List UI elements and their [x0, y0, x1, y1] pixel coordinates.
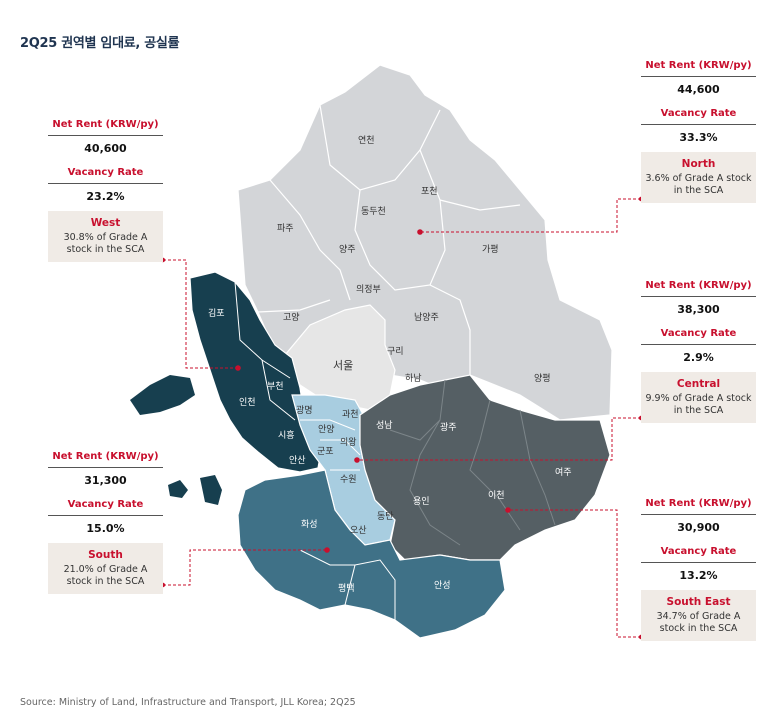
- region-share: 30.8% of Grade A stock in the SCA: [63, 232, 148, 255]
- region-box: South East 34.7% of Grade A stock in the…: [641, 590, 756, 641]
- region-box: South 21.0% of Grade A stock in the SCA: [48, 543, 163, 594]
- district-yangpyeong: 양평: [534, 373, 551, 384]
- region-name: Central: [676, 378, 721, 390]
- district-paju: 파주: [277, 223, 294, 234]
- marker-central: [354, 457, 360, 463]
- district-uijeongbu: 의정부: [356, 284, 381, 295]
- district-ansan: 안산: [289, 455, 306, 466]
- rent-value: 38,300: [677, 303, 720, 316]
- vacancy-value: 2.9%: [683, 351, 714, 364]
- region-name: West: [90, 217, 121, 229]
- vacancy-label: Vacancy Rate: [641, 542, 756, 563]
- rent-label: Net Rent (KRW/py): [641, 276, 756, 297]
- region-name: North: [681, 158, 716, 170]
- district-yeoncheon: 연천: [358, 135, 375, 146]
- district-seongnam: 성남: [376, 420, 393, 431]
- district-anseong: 안성: [434, 580, 451, 591]
- west-region: [189, 271, 323, 473]
- district-guri: 구리: [387, 346, 404, 357]
- south-region: [237, 469, 506, 639]
- district-yongin: 용인: [413, 496, 430, 507]
- district-yeoju: 여주: [555, 466, 572, 478]
- card-south: Net Rent (KRW/py) 31,300 Vacancy Rate 15…: [48, 447, 163, 594]
- district-incheon: 인천: [239, 397, 256, 408]
- district-anyang: 안양: [318, 424, 335, 435]
- district-pyeongtaek: 평택: [338, 583, 355, 594]
- vacancy-label: Vacancy Rate: [48, 163, 163, 184]
- page-title: 2Q25 권역별 임대료, 공실률: [20, 36, 180, 51]
- leader-south: [163, 549, 327, 586]
- district-yangju: 양주: [339, 244, 356, 255]
- district-gwangju: 광주: [440, 421, 457, 433]
- district-bucheon: 부천: [267, 381, 284, 392]
- rent-value: 31,300: [84, 474, 127, 487]
- card-central: Net Rent (KRW/py) 38,300 Vacancy Rate 2.…: [641, 276, 756, 423]
- leader-central: [357, 417, 641, 461]
- region-share: 21.0% of Grade A stock in the SCA: [63, 564, 148, 587]
- region-box: West 30.8% of Grade A stock in the SCA: [48, 211, 163, 262]
- vacancy-value: 13.2%: [679, 569, 718, 582]
- rent-label: Net Rent (KRW/py): [48, 115, 163, 136]
- vacancy-label: Vacancy Rate: [641, 104, 756, 125]
- leader-north: [420, 198, 641, 233]
- card-south-east: Net Rent (KRW/py) 30,900 Vacancy Rate 13…: [641, 494, 756, 641]
- district-gimpo: 김포: [208, 307, 225, 319]
- marker-south: [324, 547, 330, 553]
- rent-value: 40,600: [84, 142, 127, 155]
- rent-value: 44,600: [677, 83, 720, 96]
- rent-label: Net Rent (KRW/py): [48, 447, 163, 468]
- region-share: 34.7% of Grade A stock in the SCA: [656, 611, 741, 634]
- district-siheung: 시흥: [278, 429, 295, 441]
- card-north: Net Rent (KRW/py) 44,600 Vacancy Rate 33…: [641, 56, 756, 203]
- district-goyang: 고양: [283, 312, 300, 323]
- leader-west: [163, 259, 238, 369]
- marker-south-east: [505, 507, 511, 513]
- region-share: 3.6% of Grade A stock in the SCA: [645, 173, 752, 196]
- district-hwaseong: 화성: [301, 519, 318, 530]
- vacancy-label: Vacancy Rate: [641, 324, 756, 345]
- district-dongducheon: 동두천: [361, 206, 386, 217]
- rent-label: Net Rent (KRW/py): [641, 494, 756, 515]
- region-name: South East: [666, 596, 731, 608]
- district-seoul: 서울: [333, 359, 353, 372]
- district-icheon: 이천: [488, 490, 505, 501]
- region-box: Central 9.9% of Grade A stock in the SCA: [641, 372, 756, 423]
- district-gunpo: 군포: [317, 446, 334, 457]
- district-suwon: 수원: [340, 474, 357, 485]
- region-name: South: [88, 549, 123, 561]
- district-gwacheon: 과천: [342, 409, 359, 420]
- marker-north: [417, 229, 423, 235]
- vacancy-label: Vacancy Rate: [48, 495, 163, 516]
- marker-west: [235, 365, 241, 371]
- vacancy-value: 23.2%: [86, 190, 125, 203]
- vacancy-value: 33.3%: [679, 131, 718, 144]
- rent-label: Net Rent (KRW/py): [641, 56, 756, 77]
- district-hanam: 하남: [405, 373, 422, 384]
- district-namyangju: 남양주: [414, 312, 439, 323]
- district-pocheon: 포천: [421, 186, 438, 197]
- district-gwangmyeong: 광명: [296, 404, 313, 416]
- source-note: Source: Ministry of Land, Infrastructure…: [20, 697, 356, 708]
- south-east-region: [359, 374, 611, 561]
- card-west: Net Rent (KRW/py) 40,600 Vacancy Rate 23…: [48, 115, 163, 262]
- vacancy-value: 15.0%: [86, 522, 125, 535]
- district-osan: 오산: [350, 525, 367, 536]
- district-gapyeong: 가평: [482, 244, 499, 255]
- rent-value: 30,900: [677, 521, 720, 534]
- district-uiwang: 의왕: [340, 437, 357, 448]
- district-dongtan: 동탄: [377, 511, 394, 522]
- region-box: North 3.6% of Grade A stock in the SCA: [641, 152, 756, 203]
- leader-south-east: [508, 509, 641, 638]
- region-share: 9.9% of Grade A stock in the SCA: [645, 393, 752, 416]
